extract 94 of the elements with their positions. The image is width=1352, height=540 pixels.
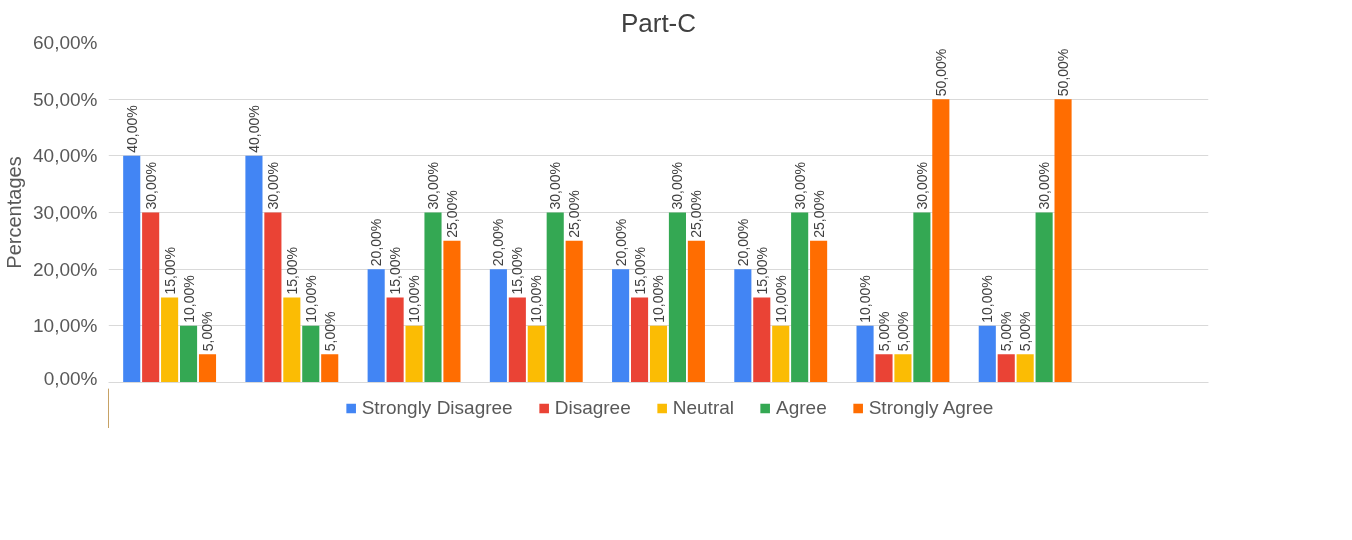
bar (565, 240, 583, 383)
bar (1016, 354, 1034, 383)
y-tick-label: 60,00% (33, 32, 98, 53)
bar (546, 212, 564, 383)
bar (443, 240, 461, 383)
bar (527, 325, 545, 383)
data-label: 5,00% (894, 311, 911, 352)
data-label: 5,00% (1017, 311, 1034, 352)
bar (932, 99, 950, 383)
legend-label: Strongly Agree (868, 397, 994, 419)
bar (1035, 212, 1053, 383)
bar (283, 297, 301, 383)
bar (913, 212, 931, 383)
y-tick-label: 20,00% (33, 258, 98, 280)
legend-label: Neutral (672, 397, 734, 419)
bar (668, 212, 686, 383)
data-label: 15,00% (161, 247, 178, 295)
bar (894, 354, 912, 383)
data-label: 10,00% (528, 275, 545, 323)
data-label: 30,00% (1036, 162, 1053, 210)
data-label: 5,00% (321, 311, 338, 352)
data-label: 25,00% (566, 190, 583, 238)
data-label: 30,00% (142, 162, 159, 210)
data-label: 5,00% (998, 311, 1015, 352)
data-label: 30,00% (669, 162, 686, 210)
bar (264, 212, 282, 383)
y-tick-label: 50,00% (33, 88, 98, 110)
data-label: 50,00% (1055, 48, 1072, 97)
data-label: 30,00% (425, 162, 441, 210)
bar (1054, 99, 1072, 383)
bar (367, 269, 385, 383)
bar (649, 325, 668, 383)
bar (405, 325, 423, 383)
data-label: 10,00% (857, 275, 874, 323)
bar (123, 155, 141, 383)
data-label: 15,00% (631, 247, 648, 295)
data-label: 15,00% (283, 247, 300, 295)
bar (734, 269, 752, 383)
data-label: 10,00% (302, 275, 319, 323)
legend-label: Agree (775, 397, 827, 419)
data-label: 30,00% (547, 162, 564, 210)
bar (142, 212, 160, 383)
data-label: 40,00% (245, 105, 262, 153)
chart-title: Part-C (620, 7, 697, 38)
data-label: 15,00% (509, 247, 526, 295)
data-label: 20,00% (368, 218, 385, 267)
bar (321, 354, 339, 383)
bar (245, 155, 263, 383)
bar (631, 297, 649, 383)
data-label: 10,00% (650, 275, 667, 323)
data-label: 5,00% (876, 311, 892, 352)
bar (810, 240, 828, 383)
data-label: 50,00% (932, 48, 949, 97)
data-label: 10,00% (180, 275, 197, 323)
bar (687, 240, 705, 383)
data-label: 30,00% (264, 162, 281, 210)
y-tick-label: 0,00% (43, 367, 98, 389)
bar (386, 297, 404, 383)
bar (875, 354, 893, 383)
data-label: 25,00% (810, 190, 827, 238)
y-tick-label: 40,00% (33, 145, 98, 167)
bar (772, 325, 790, 383)
bar (791, 212, 809, 383)
data-label: 25,00% (688, 190, 705, 238)
data-label: 30,00% (791, 162, 808, 210)
data-label: 20,00% (490, 218, 507, 267)
data-label: 10,00% (979, 275, 996, 323)
data-label: 15,00% (387, 247, 404, 295)
bar (302, 325, 320, 383)
bar (997, 354, 1015, 383)
bar (198, 354, 217, 383)
bar (161, 297, 179, 383)
data-label: 40,00% (123, 105, 140, 153)
legend-label: Disagree (554, 397, 631, 419)
bar (424, 212, 442, 383)
y-tick-label: 10,00% (33, 315, 98, 337)
y-tick-label: 30,00% (33, 202, 98, 223)
bar (856, 325, 874, 383)
legend-label: Strongly Disagree (361, 397, 513, 419)
bar (180, 325, 198, 383)
data-label: 30,00% (913, 162, 930, 210)
y-axis-title: Percentages (3, 156, 26, 269)
data-label: 5,00% (199, 311, 216, 352)
data-label: 10,00% (772, 275, 789, 323)
data-label: 25,00% (443, 190, 460, 238)
bar (978, 325, 996, 383)
data-label: 20,00% (734, 218, 751, 267)
data-label: 20,00% (612, 218, 629, 267)
data-label: 15,00% (753, 247, 770, 295)
data-label: 10,00% (406, 275, 423, 323)
bar (753, 297, 771, 383)
bar (612, 269, 630, 383)
bar (508, 297, 526, 383)
bar (489, 269, 507, 383)
